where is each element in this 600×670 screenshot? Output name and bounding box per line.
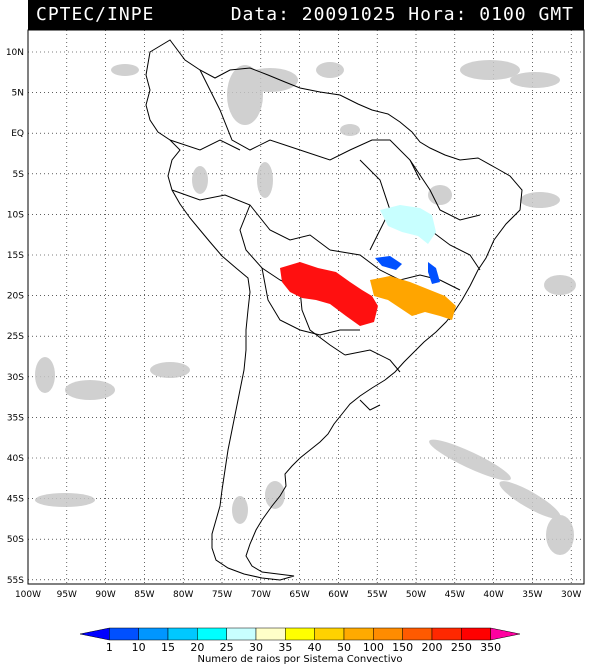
map-header: CPTEC/INPE Data: 20091025 Hora: 0100 GMT <box>28 0 584 30</box>
lon-label: 70W <box>251 590 271 600</box>
legend-swatch <box>402 627 433 641</box>
lat-label: 20S <box>7 292 24 302</box>
lon-label: 45W <box>445 590 465 600</box>
legend-swatch <box>343 627 374 641</box>
system-red <box>280 262 378 326</box>
map-frame <box>27 29 585 585</box>
lat-label: 50S <box>7 535 24 545</box>
lon-label: 40W <box>483 590 503 600</box>
legend-tick-label: 30 <box>249 641 263 654</box>
legend: 1 10 15 20 25 30 35 40 50 100 150 200 250 350 <box>79 627 521 654</box>
lat-label: 15S <box>7 251 24 261</box>
legend-tick-label: 150 <box>392 641 413 654</box>
legend-tick-label: 100 <box>363 641 384 654</box>
lat-label: 55S <box>7 576 24 586</box>
lat-label: EQ <box>11 129 24 139</box>
header-agency: CPTEC/INPE <box>36 4 155 25</box>
legend-tick-label: 10 <box>132 641 146 654</box>
system-blue-2 <box>428 262 440 284</box>
legend-title: Numero de raios por Sistema Convectivo <box>197 654 402 665</box>
legend-swatch <box>197 627 227 641</box>
legend-tick-label: 25 <box>220 641 234 654</box>
legend-tick-label: 350 <box>480 641 501 654</box>
legend-tick-label: 40 <box>308 641 322 654</box>
lat-label: 10S <box>7 210 24 220</box>
lat-label: 25S <box>7 332 24 342</box>
lon-label: 30W <box>561 590 581 600</box>
legend-swatch <box>314 627 345 641</box>
lon-label: 80W <box>173 590 193 600</box>
legend-swatch <box>167 627 198 641</box>
lon-label: 95W <box>57 590 77 600</box>
legend-swatch <box>138 627 169 641</box>
header-datetime: Data: 20091025 Hora: 0100 GMT <box>230 4 574 25</box>
legend-swatch <box>226 627 257 641</box>
legend-swatch <box>285 627 315 641</box>
lon-label: 90W <box>95 590 115 600</box>
lon-label: 55W <box>367 590 387 600</box>
legend-tick-label: 15 <box>161 641 175 654</box>
lat-label: 45S <box>7 495 24 505</box>
legend-swatch <box>79 627 110 641</box>
lon-label: 85W <box>134 590 154 600</box>
legend-tick-label: 20 <box>190 641 204 654</box>
legend-swatch <box>461 627 491 641</box>
satellite-clouds <box>35 60 576 555</box>
legend-tick-label: 35 <box>278 641 292 654</box>
lon-label: 50W <box>406 590 426 600</box>
system-blue-1 <box>375 256 402 270</box>
system-orange <box>370 276 456 320</box>
lon-label: 65W <box>289 590 309 600</box>
lon-label: 100W <box>15 590 41 600</box>
lat-label: 40S <box>7 454 24 464</box>
convective-systems <box>280 205 456 326</box>
lat-label: 30S <box>7 373 24 383</box>
legend-swatch <box>255 627 286 641</box>
legend-swatch <box>490 627 521 641</box>
lat-label: 5N <box>12 89 24 99</box>
legend-tick-label: 200 <box>422 641 443 654</box>
lat-label: 5S <box>13 170 25 180</box>
latitude-labels: 10N 5N EQ 5S 10S 15S 20S 25S 30S 35S 40S 45S 50S 55S <box>6 48 24 586</box>
lon-label: 35W <box>522 590 542 600</box>
legend-swatch <box>109 627 139 641</box>
legend-tick-label: 250 <box>451 641 472 654</box>
legend-swatch <box>431 627 462 641</box>
lat-label: 10N <box>6 48 24 58</box>
lat-label: 35S <box>7 413 24 423</box>
longitude-labels: 100W 95W 90W 85W 80W 75W 70W 65W 60W 55W 50W 45W 40W… <box>15 590 582 600</box>
lon-label: 60W <box>328 590 348 600</box>
legend-tick-label: 1 <box>106 641 113 654</box>
lon-label: 75W <box>212 590 232 600</box>
legend-tick-label: 50 <box>337 641 351 654</box>
system-cyan-light <box>380 205 436 244</box>
legend-swatch <box>373 627 403 641</box>
